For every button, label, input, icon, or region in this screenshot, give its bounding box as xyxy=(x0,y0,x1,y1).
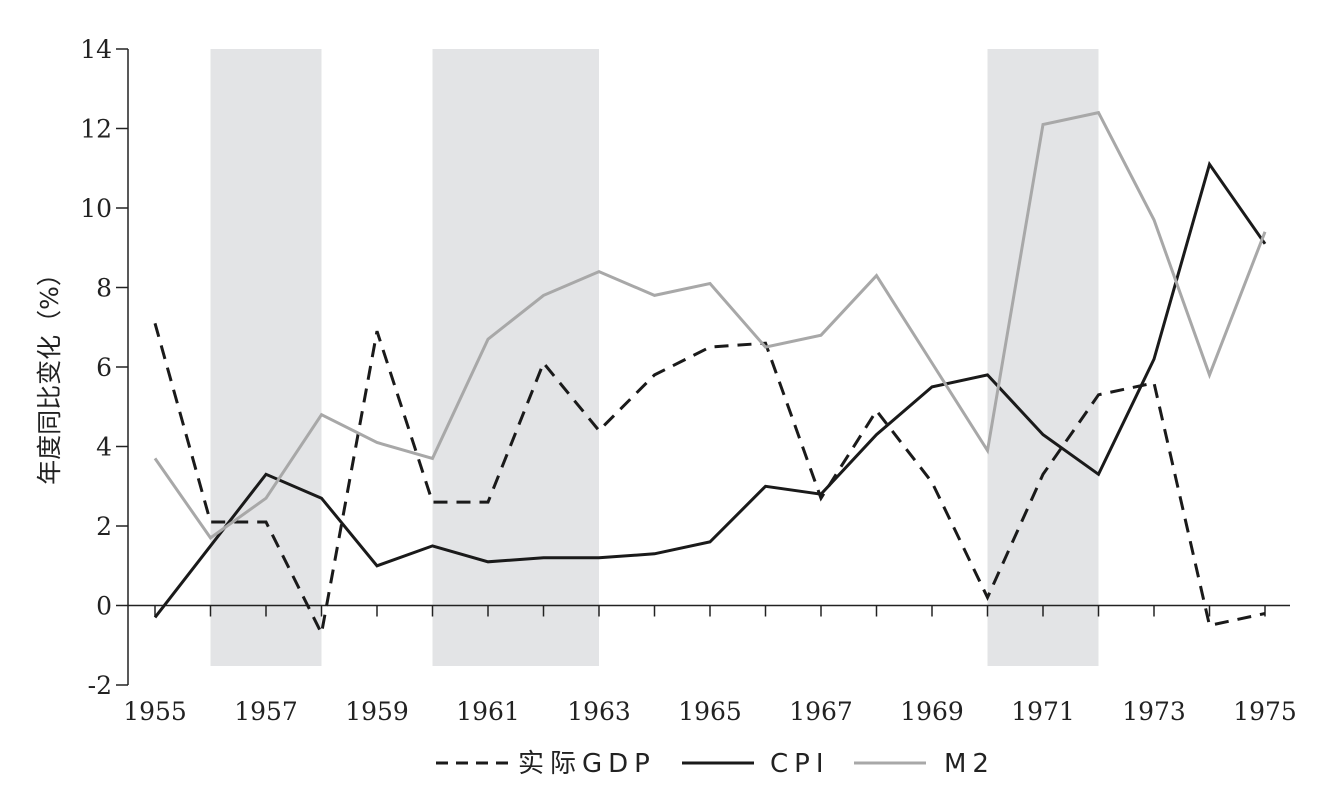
legend-label-3: M2 xyxy=(944,749,995,779)
x-tick-label: 1975 xyxy=(1233,697,1297,726)
y-tick-label: 14 xyxy=(80,35,112,64)
series-line-1 xyxy=(153,322,1266,638)
legend: 实际GDP CPI M2 xyxy=(436,749,995,779)
shaded-periods xyxy=(210,49,1099,666)
x-tick-label: 1963 xyxy=(567,697,631,726)
series-line-3 xyxy=(153,110,1267,541)
y-tick-label: 4 xyxy=(96,433,112,462)
x-tick-label: 1959 xyxy=(345,697,409,726)
y-tick-label: 0 xyxy=(96,592,112,621)
x-tick-label: 1967 xyxy=(789,697,853,726)
x-tick-label: 1955 xyxy=(123,697,187,726)
x-tick-label: 1965 xyxy=(678,697,742,726)
x-tick-label: 1971 xyxy=(1011,697,1075,726)
y-axis-title: 年度同比变化（%） xyxy=(35,261,64,485)
legend-label-1: 实际GDP xyxy=(518,749,656,779)
shaded-period-3 xyxy=(987,49,1099,666)
shaded-period-2 xyxy=(432,49,599,666)
axes: -2 0 2 4 6 8 10 12 14 1955 1957 1959 1961 1963 1965 196… xyxy=(80,35,1297,726)
y-tick-label: 6 xyxy=(96,353,112,382)
y-tick-label: 10 xyxy=(80,194,112,223)
y-tick-label: 2 xyxy=(96,512,112,541)
series-lines xyxy=(153,110,1267,638)
y-tick-label: -2 xyxy=(88,671,112,700)
x-tick-label: 1969 xyxy=(900,697,964,726)
legend-label-2: CPI xyxy=(770,749,830,779)
x-tick-label: 1957 xyxy=(234,697,298,726)
y-tick-label: 8 xyxy=(96,274,112,303)
x-tick-label: 1973 xyxy=(1122,697,1186,726)
series-line-2 xyxy=(153,160,1267,619)
shaded-period-1 xyxy=(210,49,322,666)
y-tick-label: 12 xyxy=(80,115,112,144)
x-tick-label: 1961 xyxy=(456,697,520,726)
